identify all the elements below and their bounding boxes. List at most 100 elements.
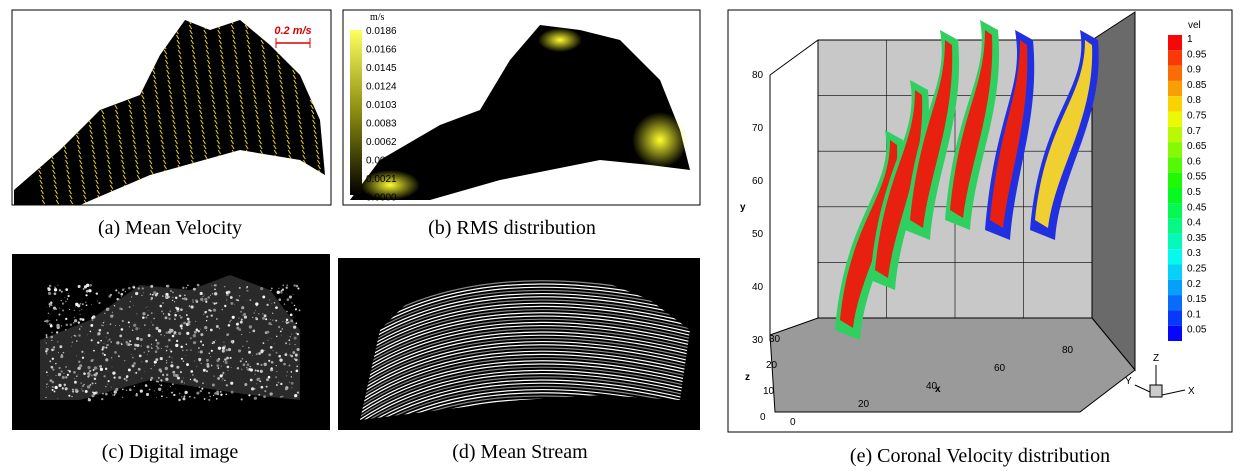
vector [181,79,185,85]
vector [312,124,317,130]
particle [175,343,179,348]
particle [74,319,78,323]
vector [149,164,153,170]
particle [208,309,211,312]
particle [121,288,125,292]
vector [175,149,180,155]
particle [149,293,152,296]
particle [110,341,112,343]
particle [141,287,144,290]
particle [199,291,203,296]
particle [45,334,48,337]
particle [147,333,151,337]
vector [126,204,130,205]
caption: (e) Coronal Velocity distribution [850,445,1110,467]
particle [169,348,171,351]
colorbar-label: 0.3 [1187,248,1201,259]
vector [136,169,140,175]
vector [160,139,164,145]
vector [313,134,318,140]
particle [235,322,239,326]
particle [175,388,177,390]
particle [201,387,204,390]
vector [295,210,298,214]
particle [269,337,270,339]
particle [106,344,109,346]
colorbar-label: 0.0083 [366,119,397,130]
particle [159,383,161,385]
colorbar-swatch [1168,172,1182,188]
particle [93,316,96,319]
particle [62,309,65,312]
particle [48,323,52,326]
particle [184,393,186,395]
vector [63,149,68,155]
particle [155,380,158,383]
vector [194,69,198,75]
particle [48,302,52,306]
particle [160,379,163,382]
particle [48,314,50,316]
particle [129,340,132,343]
particle [157,376,160,379]
vector [201,129,205,135]
vector [69,199,74,205]
colorbar-label: 0.0021 [366,174,397,185]
vector [114,109,119,115]
particle [203,313,205,315]
particle [128,306,131,308]
vector [270,124,275,130]
particle [185,354,187,356]
particle [61,375,65,379]
colorbar-label: 0.0041 [366,156,397,167]
particle [111,392,113,394]
colorbar-title: m/s [370,12,385,23]
vector [178,59,183,65]
particle [224,360,228,365]
particle [291,387,293,389]
particle [86,334,88,336]
colorbar-label: 0.85 [1187,80,1207,91]
vector [187,134,192,140]
vector [89,134,94,140]
particle [77,321,81,324]
particle [198,386,201,388]
particle [222,371,225,374]
streamline [360,363,690,414]
vector [186,119,190,125]
particle [254,373,256,376]
particle [134,372,136,374]
particle [204,325,208,330]
particle [106,324,108,326]
vector [294,89,298,95]
vector [105,149,110,155]
vector [123,179,127,185]
vector [315,144,319,150]
particle [95,372,98,375]
vector [106,154,110,160]
vector [200,119,204,125]
particle [175,334,177,335]
colorbar-swatch [1168,157,1182,173]
vector [88,124,93,130]
vector [282,109,287,115]
particle [289,313,293,317]
particle [246,300,247,302]
particle [131,364,135,368]
vector [195,79,199,85]
rms-hotspot [632,112,688,168]
particle [172,296,174,299]
particle [106,383,108,385]
vector [162,159,167,165]
particle [82,287,85,290]
vector [76,139,80,145]
particle [124,288,125,290]
vector [131,129,135,135]
particle [173,393,176,397]
particle [130,344,132,346]
particle [210,314,213,317]
vector [199,114,203,120]
vector [267,94,271,100]
vector [161,149,166,155]
vector [296,109,301,115]
